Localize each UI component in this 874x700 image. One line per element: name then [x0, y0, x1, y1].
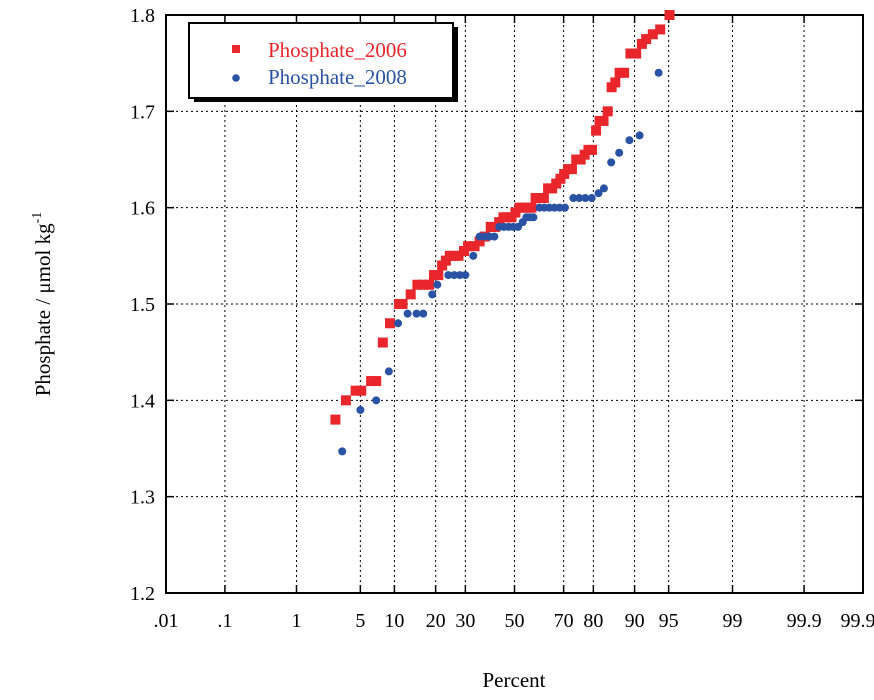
- data-point-2006: [539, 193, 549, 203]
- y-axis-title-superscript: -1: [30, 212, 45, 224]
- x-tick-label: 80: [583, 610, 603, 632]
- data-point-2008: [372, 396, 380, 404]
- data-point-2006: [330, 415, 340, 425]
- x-tick-label: 20: [426, 610, 446, 632]
- y-axis-title: Phosphate / μmol kg-1: [30, 212, 55, 397]
- data-point-2006: [527, 203, 537, 213]
- legend-label-2006: Phosphate_2006: [268, 38, 407, 62]
- data-point-2008: [625, 136, 633, 144]
- data-point-2008: [600, 184, 608, 192]
- x-tick-label: .1: [217, 610, 232, 632]
- x-tick-label: 95: [659, 610, 679, 632]
- x-tick-label: 70: [554, 610, 574, 632]
- y-axis-title-main: Phosphate / μmol kg: [31, 223, 55, 396]
- data-point-2008: [419, 310, 427, 318]
- y-tick-label: 1.3: [130, 487, 155, 509]
- y-tick-label: 1.7: [130, 101, 155, 123]
- data-point-2008: [404, 310, 412, 318]
- legend: Phosphate_2006 Phosphate_2008: [189, 23, 458, 102]
- x-tick-label: 30: [455, 610, 475, 632]
- data-point-2008: [428, 290, 436, 298]
- data-point-2006: [385, 318, 395, 328]
- y-tick-label: 1.2: [130, 583, 155, 605]
- data-point-2008: [615, 149, 623, 157]
- y-tick-label: 1.6: [130, 198, 155, 220]
- data-point-2006: [619, 68, 629, 78]
- data-point-2006: [356, 386, 366, 396]
- data-point-2006: [406, 289, 416, 299]
- x-axis-title: Percent: [483, 668, 546, 692]
- data-point-2006: [655, 24, 665, 34]
- data-point-2006: [341, 395, 351, 405]
- data-point-2006: [603, 106, 613, 116]
- x-tick-label: 5: [355, 610, 365, 632]
- legend-marker-2006: [232, 45, 240, 53]
- data-point-2008: [338, 447, 346, 455]
- data-point-2006: [378, 338, 388, 348]
- x-tick-label: 99: [722, 610, 742, 632]
- x-tick-label: 99.9: [787, 610, 822, 632]
- data-point-2008: [636, 131, 644, 139]
- y-tick-label: 1.5: [130, 294, 155, 316]
- data-point-2008: [655, 69, 663, 77]
- data-point-2008: [588, 194, 596, 202]
- x-tick-label: 90: [625, 610, 645, 632]
- legend-marker-2008: [232, 74, 240, 82]
- data-point-2008: [461, 271, 469, 279]
- legend-label-2008: Phosphate_2008: [268, 65, 407, 89]
- data-point-2006: [599, 116, 609, 126]
- data-point-2008: [356, 406, 364, 414]
- data-point-2006: [371, 376, 381, 386]
- y-tick-label: 1.4: [130, 390, 155, 412]
- x-tick-label: .01: [154, 610, 179, 632]
- data-point-2008: [561, 204, 569, 212]
- data-point-2006: [665, 10, 675, 20]
- data-point-2006: [631, 49, 641, 59]
- data-point-2006: [567, 164, 577, 174]
- data-point-2006: [433, 270, 443, 280]
- x-tick-label: 99.99: [841, 610, 874, 632]
- data-point-2008: [607, 158, 615, 166]
- data-point-2008: [385, 367, 393, 375]
- data-point-2006: [424, 280, 434, 290]
- data-point-2008: [529, 213, 537, 221]
- y-tick-label: 1.8: [130, 5, 155, 27]
- data-point-2008: [394, 319, 402, 327]
- data-point-2006: [610, 77, 620, 87]
- x-tick-label: 50: [505, 610, 525, 632]
- data-point-2008: [490, 233, 498, 241]
- data-point-2006: [591, 126, 601, 136]
- x-tick-label: 1: [292, 610, 302, 632]
- x-tick-label: 10: [384, 610, 404, 632]
- data-point-2008: [469, 252, 477, 260]
- data-point-2008: [433, 281, 441, 289]
- data-point-2006: [397, 299, 407, 309]
- data-point-2006: [587, 145, 597, 155]
